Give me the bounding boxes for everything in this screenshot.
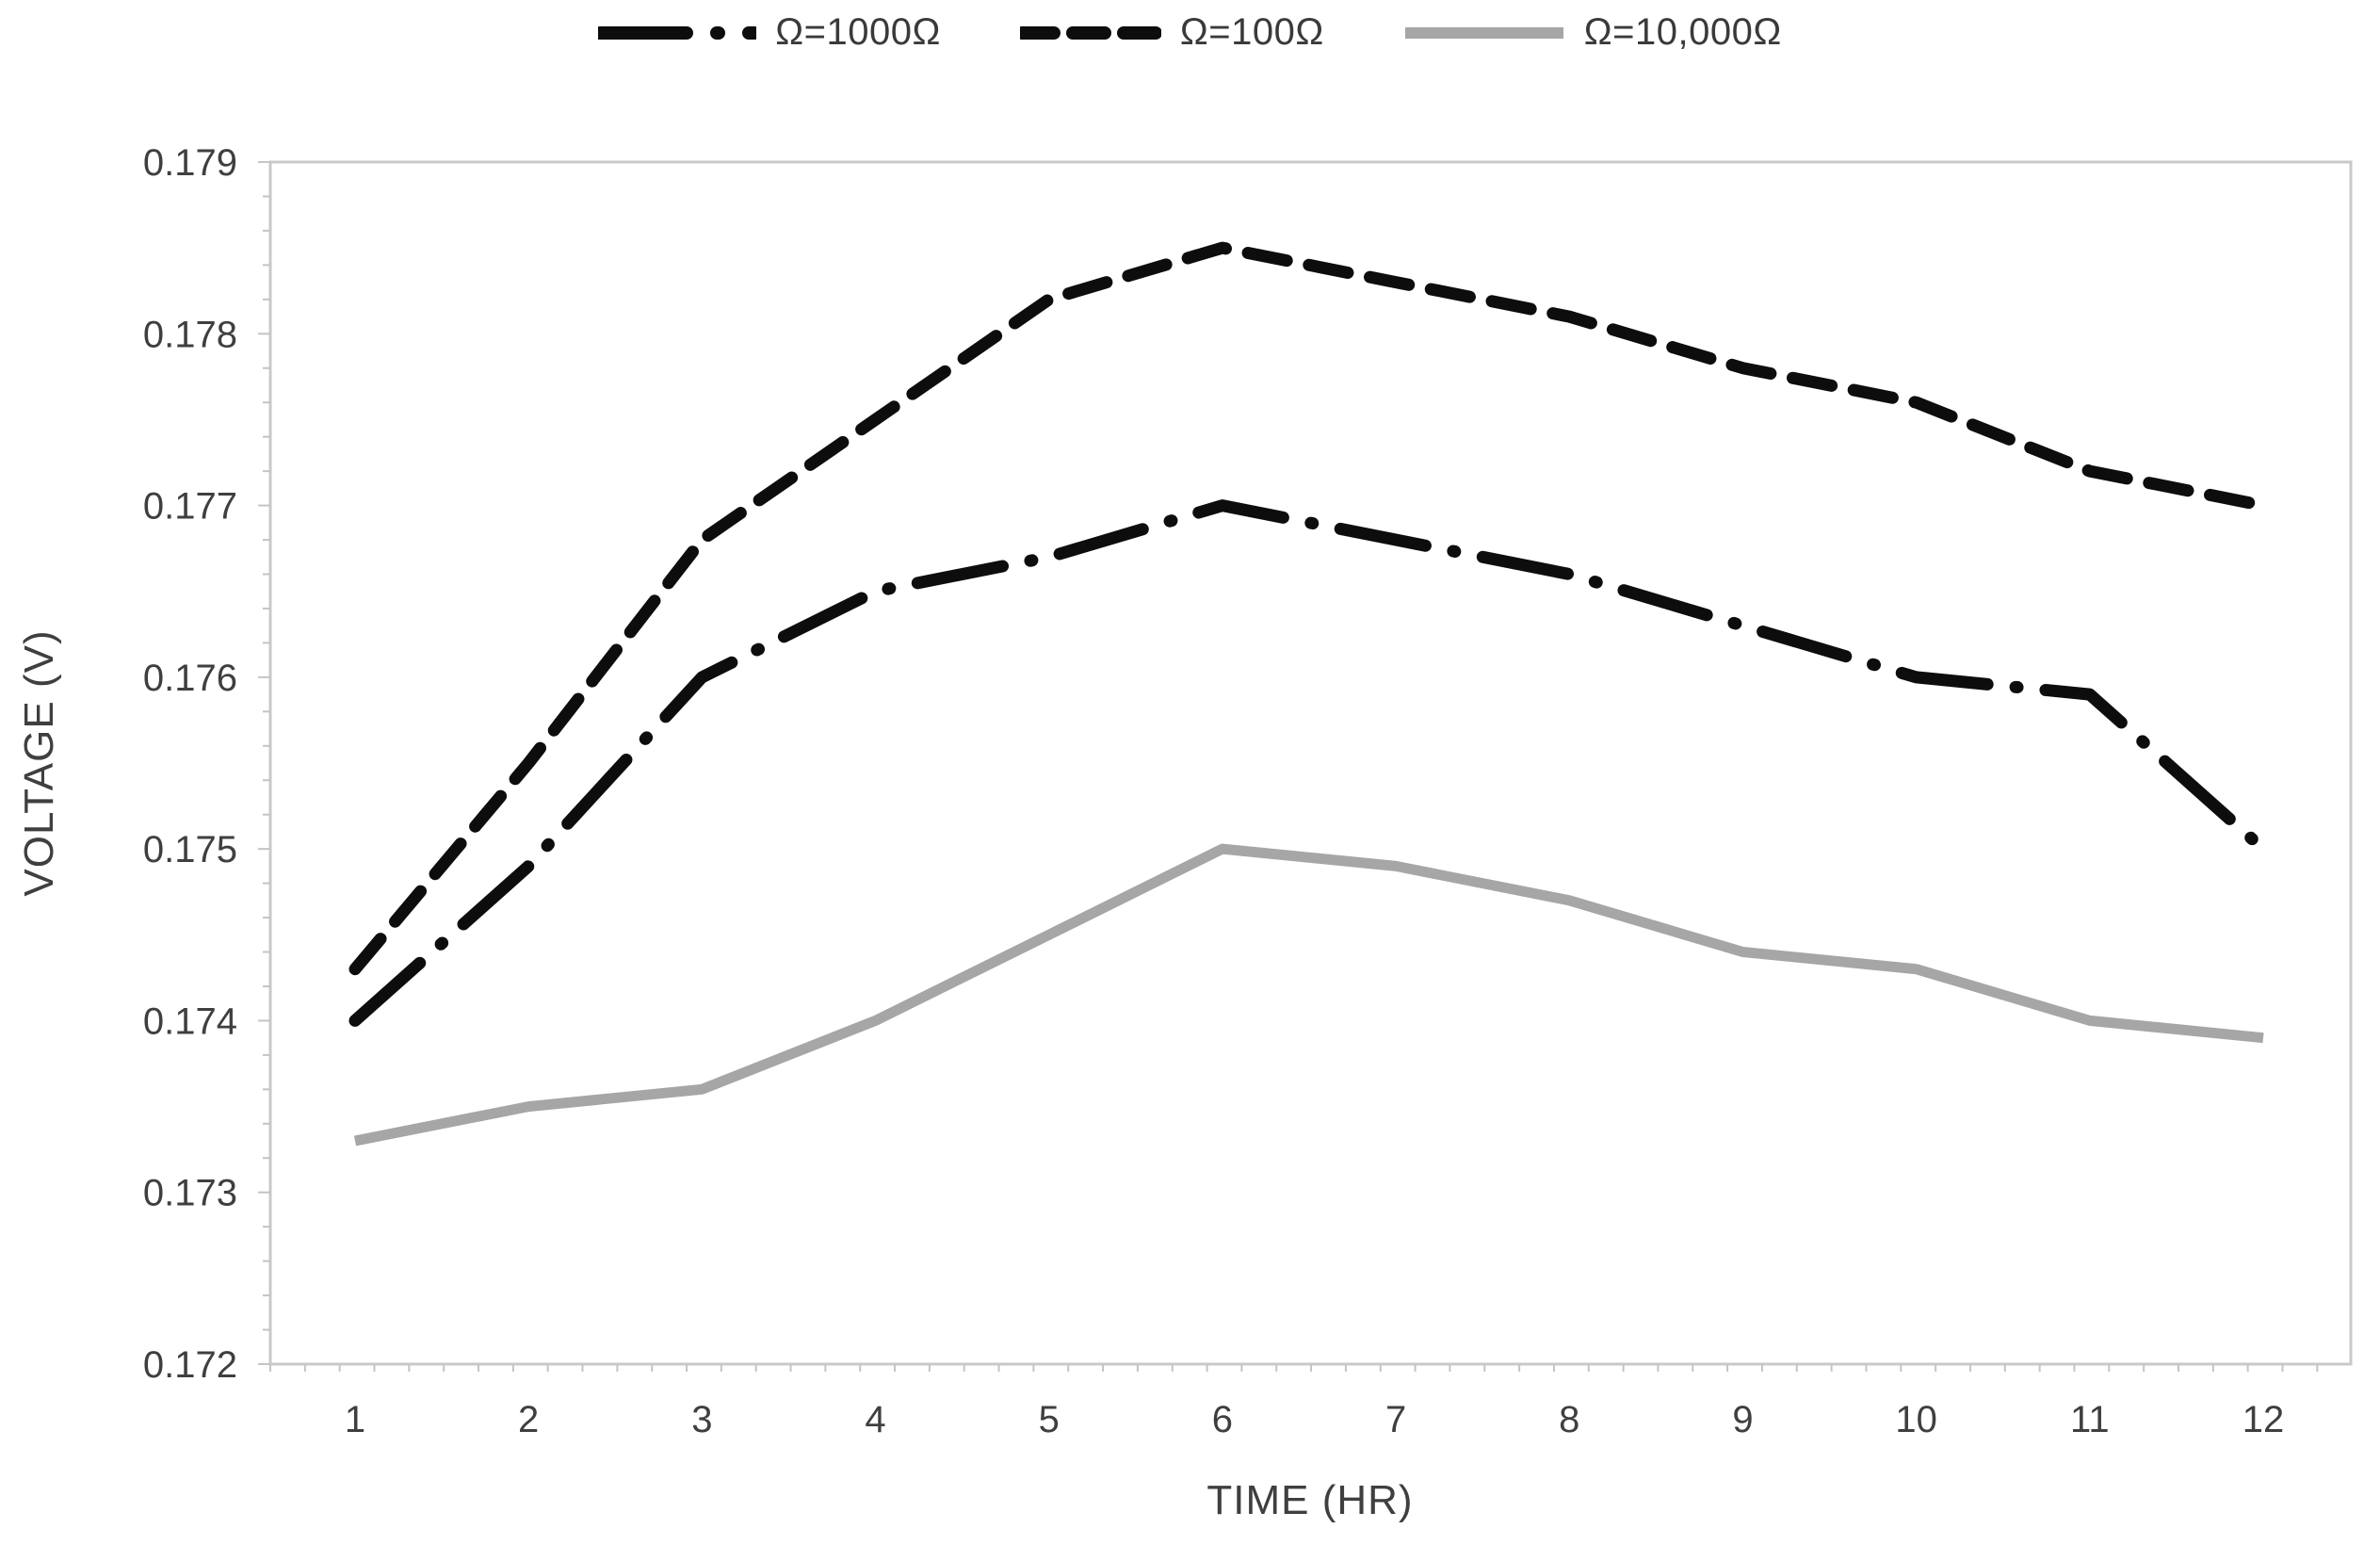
y-axis-tick-label: 0.172	[143, 1344, 237, 1386]
x-axis-title: TIME (HR)	[1206, 1477, 1414, 1523]
legend-item-10000ohm: Ω=10,000Ω	[1403, 11, 1782, 54]
x-axis-tick-label: 6	[1212, 1399, 1233, 1440]
x-axis-tick-label: 1	[345, 1399, 365, 1440]
legend-label: Ω=100Ω	[1179, 11, 1324, 53]
y-axis-tick-label: 0.178	[143, 314, 237, 355]
x-axis-tick-label: 8	[1559, 1399, 1579, 1440]
dash-dot-line-swatch	[598, 25, 757, 40]
y-axis-tick-label: 0.174	[143, 1000, 237, 1042]
legend-item-1000ohm: Ω=1000Ω	[598, 11, 941, 54]
y-axis-tick-label: 0.175	[143, 829, 237, 870]
series-line-2	[348, 241, 2270, 976]
x-axis-tick-label: 12	[2242, 1399, 2285, 1440]
x-axis-tick-label: 5	[1039, 1399, 1060, 1440]
x-axis-tick-label: 7	[1385, 1399, 1406, 1440]
y-axis-tick-label: 0.177	[143, 486, 237, 528]
dashed-line-swatch	[1019, 25, 1161, 40]
solid-line-swatch	[1404, 26, 1563, 39]
x-axis-tick-label: 9	[1732, 1399, 1753, 1440]
legend-label: Ω=1000Ω	[775, 11, 941, 53]
x-axis-tick-label: 10	[1895, 1399, 1937, 1440]
y-axis-tick-label: 0.173	[143, 1173, 237, 1214]
y-axis-tick-label: 0.176	[143, 658, 237, 699]
plot-border	[268, 160, 2353, 1366]
x-axis-tick-label: 2	[518, 1399, 539, 1440]
x-axis-tick-label: 11	[2070, 1399, 2110, 1440]
series-line-1	[348, 499, 2270, 1027]
legend-label: Ω=10,000Ω	[1583, 11, 1782, 53]
series-line-3	[353, 843, 2264, 1146]
x-axis-tick-label: 4	[865, 1399, 885, 1440]
y-axis-tick-label: 0.179	[143, 142, 237, 184]
x-axis-tick-label: 3	[691, 1399, 712, 1440]
legend-item-100ohm: Ω=100Ω	[1019, 11, 1324, 54]
chart-legend: Ω=1000Ω Ω=100Ω Ω=10,000Ω	[0, 11, 2380, 54]
